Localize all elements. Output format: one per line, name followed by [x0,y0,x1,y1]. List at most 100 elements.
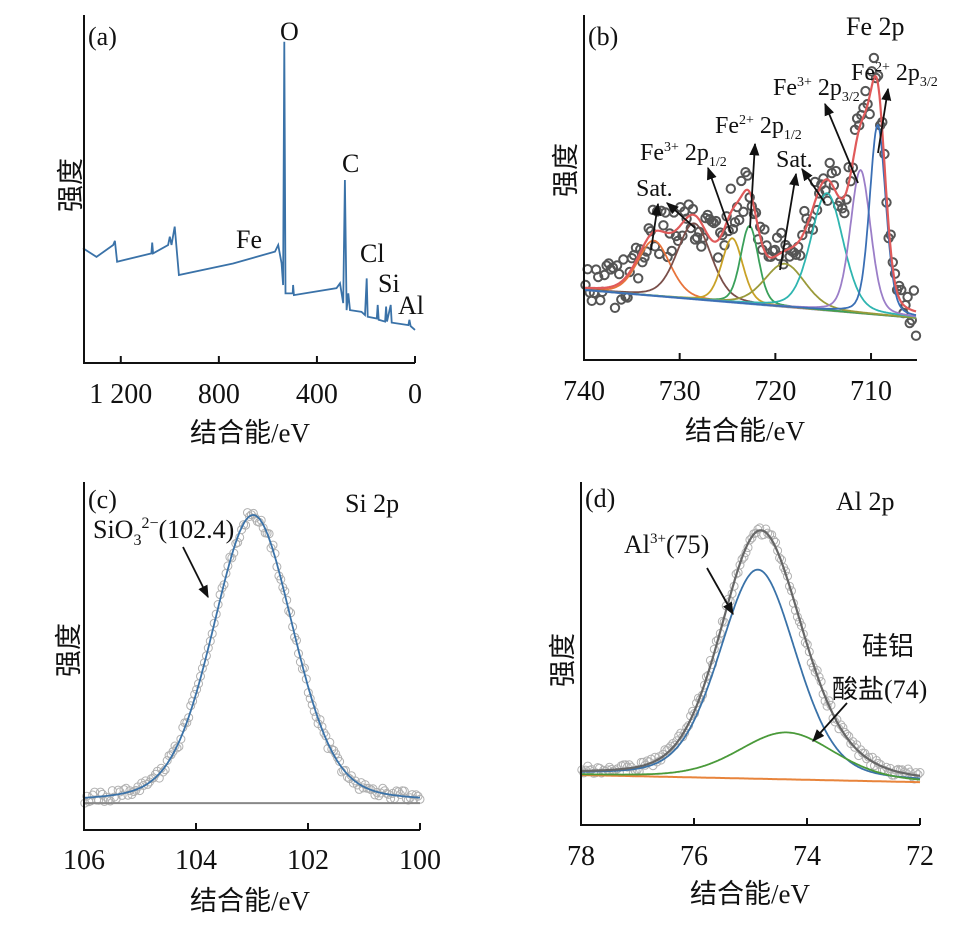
data-point-b [616,294,627,305]
data-point-b [710,215,722,227]
x-tick-label-c: 100 [399,845,441,876]
x-tick-label-d: 78 [567,841,595,872]
data-point-c [201,651,211,661]
data-point-b [696,241,707,252]
arrow-fe3-2p12 [707,166,732,234]
y-axis-label-b: 强度 [551,143,581,197]
panel-label-d: (d) [585,484,615,513]
data-point-c [82,791,92,801]
arrow-fe3-2p32 [824,102,859,184]
arrow-sat-left-2 [666,202,696,229]
data-point-b [851,113,863,124]
data-point-c [378,783,388,793]
plot-area-a: 1 200 800 400 0 [82,41,422,410]
data-point-c [88,790,98,800]
x-tick-label-b: 710 [850,376,892,407]
x-axis-label-b: 结合能/eV [685,416,805,446]
arrow-aluminosilicate [812,702,848,742]
data-point-d [763,528,773,538]
x-tick-label-d: 76 [680,841,708,872]
data-point-b [771,232,783,243]
data-point-b [643,223,654,234]
data-point-c [339,766,349,776]
data-point-b [904,317,915,329]
data-point-c [256,515,266,525]
data-point-d [915,768,925,777]
title-si-2p: Si 2p [345,489,399,518]
arrow-fe2-2p32 [877,87,892,154]
annotation-sat-left: Sat. [636,176,673,202]
x-tick-label-c: 106 [63,845,105,876]
envelope-fit-b [583,74,917,313]
panel-label-a: (a) [88,22,117,51]
data-point-b [691,232,703,243]
x-tick-label-c: 102 [287,845,329,876]
axes-b [583,15,917,361]
data-point-d [579,768,589,778]
data-point-b [736,175,747,187]
data-point-b [609,302,621,313]
annotation-al3: Al3+(75) [624,530,709,559]
data-point-b [740,167,751,178]
axes-c [83,482,420,831]
data-point-c [231,539,241,548]
data-point-b [633,273,644,284]
plot-area-c: 106 104 102 100 [63,508,441,876]
axes-a [83,15,415,364]
x-axis-label-c: 结合能/eV [190,886,310,916]
x-tick-label-a: 400 [296,379,338,410]
data-point-c [354,784,364,794]
data-point-b [816,179,827,190]
annotation-arrows-b [650,87,892,271]
x-tick-label-d: 72 [906,841,934,872]
data-point-b [700,212,711,224]
arrow-al3 [706,567,734,616]
data-point-b [910,330,922,341]
data-point-b [868,52,880,64]
annotation-aluminosilicate-line1: 硅铝 [862,632,914,661]
data-point-b [755,221,766,233]
data-point-d [785,581,794,591]
x-tick-label-d: 74 [793,841,821,872]
annotation-fe3-2p12: Fe3+ 2p1/2 [640,140,727,170]
component-peak-b-8 [583,123,917,316]
x-tick-label-a: 0 [408,379,422,410]
x-tick-label-c: 104 [175,845,217,876]
data-point-b [797,229,808,241]
panel-b: 740 730 720 710 (b) Fe 2p Sat. Fe3+ 2p1/2 F… [551,12,938,446]
data-point-b [712,252,724,263]
data-point-c [239,520,249,530]
x-axis-label-d: 结合能/eV [690,879,810,909]
data-point-b [586,295,597,306]
arrow-sat-right-2 [801,167,826,204]
data-point-b [637,257,648,268]
data-point-b [902,291,913,303]
plot-area-b: 740 730 720 710 [563,52,922,407]
annotation-sio3: SiO32−(102.4) [93,515,234,549]
data-point-b [658,220,669,231]
data-point-c [346,771,356,781]
x-tick-label-b: 730 [659,376,701,407]
peak-label-si: Si [378,269,400,298]
data-point-b [689,234,701,245]
data-point-c [90,787,100,797]
component-peak-d-2 [581,731,920,781]
data-point-b [866,66,877,77]
panel-label-b: (b) [588,22,618,51]
peak-label-cl: Cl [360,239,385,268]
x-axis-label-a: 结合能/eV [190,418,310,448]
survey-spectrum-line [82,41,416,331]
data-point-c [319,728,329,738]
component-peak-c-1 [83,514,420,799]
data-point-b [824,157,835,169]
data-point-c [411,790,421,800]
component-peak-d-1 [581,568,921,780]
title-al-2p: Al 2p [836,487,895,516]
title-fe-2p: Fe 2p [846,12,905,41]
background-line-d [581,774,921,784]
data-point-b [729,217,741,228]
x-tick-label-a: 1 200 [89,379,152,410]
envelope-fit-d [581,529,921,777]
data-point-b [908,285,920,296]
arrow-sio3 [182,546,209,599]
